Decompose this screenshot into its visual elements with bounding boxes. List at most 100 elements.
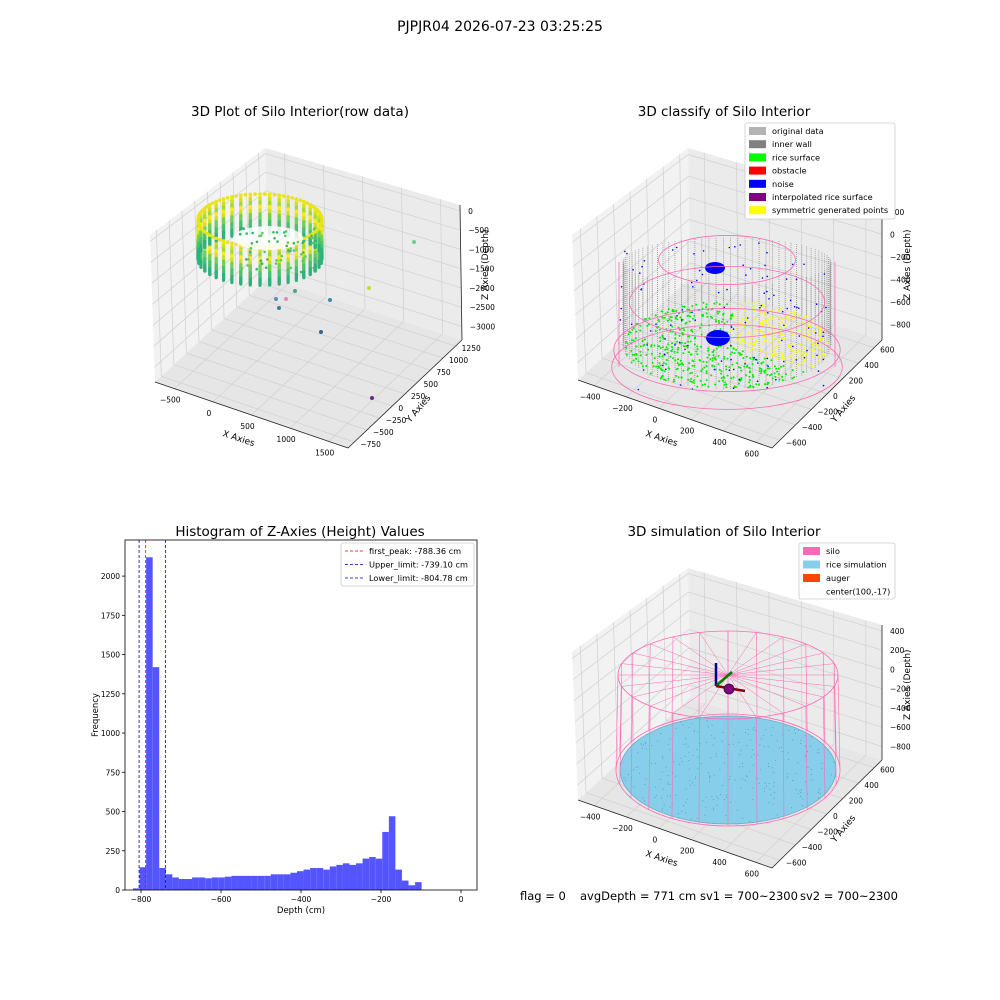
rice-surface-point (729, 353, 732, 356)
noise-point (664, 338, 666, 340)
data-point (287, 249, 290, 252)
rice-surface-point (749, 357, 752, 360)
y-tick-label: 400 (864, 781, 879, 790)
z-tick-label: 200 (890, 646, 905, 655)
rice-surface-point (763, 371, 766, 374)
rice-surface-point (688, 362, 691, 365)
y-tick-label: −400 (802, 843, 823, 852)
rice-surface-point (760, 331, 763, 334)
rice-surface-point (764, 339, 767, 342)
grid-line (601, 357, 796, 426)
rice-texture-dot (707, 772, 709, 774)
rice-surface-point (712, 349, 715, 352)
x-tick-label: −400 (580, 813, 601, 822)
noise-point (763, 292, 765, 295)
z-axis-label: Z Axies (Depth) (481, 229, 491, 300)
rice-surface-point (660, 368, 663, 371)
rice-surface-point (718, 322, 721, 324)
y-tick-label: 600 (880, 346, 895, 355)
rice-texture-dot (691, 782, 693, 784)
rice-texture-dot (725, 794, 727, 796)
rice-surface-point (784, 323, 787, 326)
rice-surface-point (744, 304, 747, 307)
noise-point (807, 327, 810, 329)
grid-line (249, 295, 444, 359)
rice-texture-dot (805, 781, 807, 783)
rice-texture-dot (737, 809, 738, 811)
grid-line (161, 375, 355, 443)
rice-surface-point (770, 316, 773, 319)
silo-rib (671, 713, 674, 819)
rice-surface-point (726, 320, 729, 323)
noise-point (749, 268, 752, 270)
rice-surface-point (760, 372, 763, 375)
rice-surface-point (813, 350, 816, 352)
histogram-bar (231, 875, 238, 890)
histogram-bar (257, 875, 265, 890)
rice-texture-dot (685, 743, 687, 745)
grid-line (703, 152, 707, 284)
rice-texture-dot (810, 774, 812, 775)
rice-surface-point (792, 310, 795, 313)
data-point (208, 233, 212, 238)
histogram-bar (211, 877, 219, 890)
rice-surface-point (754, 328, 757, 331)
z-tick-label: −800 (890, 743, 911, 752)
rice-surface-point (772, 337, 775, 340)
histogram-bar (264, 875, 271, 890)
rice-surface-point (711, 351, 714, 353)
y-axis-label: Frequency (91, 693, 101, 737)
rice-texture-dot (662, 756, 664, 758)
grid-line (596, 216, 603, 359)
rice-surface-point (773, 350, 776, 353)
rice-surface-point (639, 354, 642, 357)
y-tick-label: −500 (373, 428, 394, 437)
histogram-bar (401, 880, 409, 890)
data-point (214, 239, 218, 243)
legend-label: inner wall (772, 139, 812, 149)
grid-line (576, 666, 690, 765)
rice-surface-point (793, 376, 796, 379)
rice-surface-point (763, 370, 766, 372)
grid-line (689, 240, 883, 303)
rice-surface-point (771, 353, 774, 356)
rice-texture-dot (685, 788, 687, 790)
rice-texture-dot (644, 784, 646, 785)
rice-surface-point (804, 328, 807, 331)
axis-line (771, 759, 883, 869)
rice-surface-point (790, 348, 793, 351)
data-point (302, 276, 306, 280)
rice-surface-point (753, 341, 755, 344)
rice-texture-dot (645, 742, 647, 744)
grid-line (181, 210, 187, 354)
rice-surface-point (814, 326, 817, 329)
rice-surface-point (669, 355, 672, 358)
silo-roof-spoke (672, 674, 729, 714)
rice-surface-point (693, 364, 696, 367)
rice-surface-point (734, 332, 737, 335)
silo-rib (630, 696, 633, 799)
rice-texture-dot (675, 728, 677, 729)
plot-frame (124, 539, 478, 891)
data-point (248, 283, 252, 287)
rice-surface-point (720, 370, 723, 373)
data-point (310, 236, 314, 240)
rice-surface-point (658, 320, 661, 323)
rice-texture-dot (730, 801, 732, 803)
rice-surface-point (725, 368, 728, 371)
rice-texture-dot (781, 751, 783, 753)
rice-surface-point (793, 312, 796, 315)
rice-surface-point (659, 340, 662, 343)
histogram-bar (237, 875, 245, 890)
data-point (222, 278, 226, 282)
rice-texture-dot (695, 776, 697, 778)
rice-texture-dot (709, 777, 710, 779)
histogram-bar (336, 864, 343, 890)
rice-surface-point (685, 345, 688, 347)
rice-texture-dot (833, 761, 835, 763)
rice-texture-dot (805, 745, 806, 747)
noise-point (815, 303, 818, 306)
rice-texture-dot (722, 732, 724, 733)
rice-texture-dot (692, 755, 694, 756)
legend-label: interpolated rice surface (772, 192, 873, 202)
